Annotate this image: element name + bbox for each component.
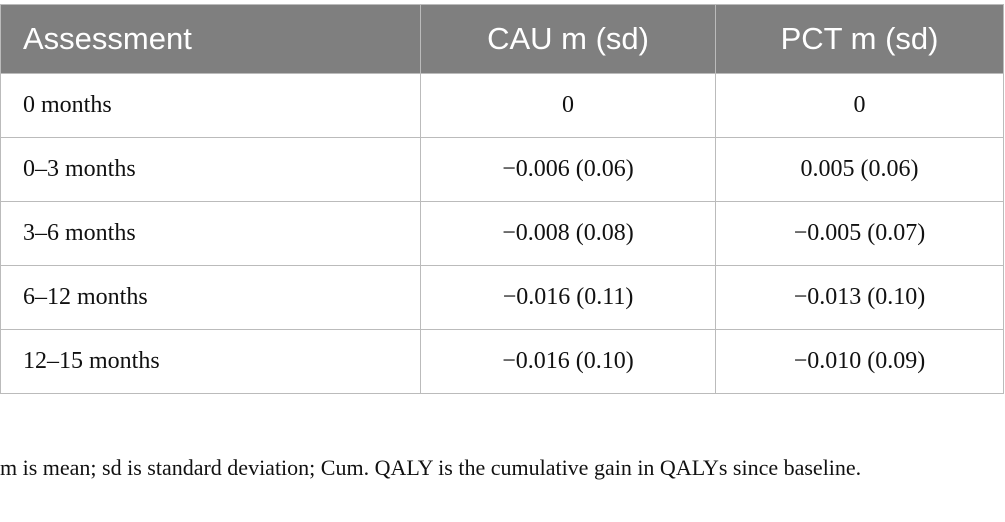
table-cell: 0	[419, 73, 717, 138]
table-row: 6–12 months −0.016 (0.11) −0.013 (0.10)	[0, 265, 1004, 330]
table-cell: −0.006 (0.06)	[419, 137, 717, 202]
table-cell: 12–15 months	[0, 329, 421, 394]
table-cell: 0 months	[0, 73, 421, 138]
table-body: 0 months 0 0 0–3 months −0.006 (0.06) 0.005 (…	[0, 73, 1004, 394]
header-cell: CAU m (sd)	[419, 4, 717, 74]
table-cell: 3–6 months	[0, 201, 421, 266]
table-row: 3–6 months −0.008 (0.08) −0.005 (0.07)	[0, 201, 1004, 266]
header-cell: PCT m (sd)	[715, 4, 1004, 74]
table-cell: 6–12 months	[0, 265, 421, 330]
table-cell: −0.010 (0.09)	[715, 329, 1004, 394]
header-cell: Assessment	[0, 4, 421, 74]
table-cell: −0.008 (0.08)	[419, 201, 717, 266]
header-row: Assessment CAU m (sd) PCT m (sd)	[0, 4, 1004, 74]
table-row: 0–3 months −0.006 (0.06) 0.005 (0.06)	[0, 137, 1004, 202]
table-cell: −0.005 (0.07)	[715, 201, 1004, 266]
table-cell: 0–3 months	[0, 137, 421, 202]
table-cell: 0.005 (0.06)	[715, 137, 1004, 202]
data-table: Assessment CAU m (sd) PCT m (sd) 0 months 0…	[0, 4, 1004, 394]
table-cell: −0.016 (0.10)	[419, 329, 717, 394]
footnote: m is mean; sd is standard deviation; Cum…	[0, 455, 862, 480]
table-cell: 0	[715, 73, 1004, 138]
table-row: 0 months 0 0	[0, 73, 1004, 138]
table-cell: −0.016 (0.11)	[419, 265, 717, 330]
table-row: 12–15 months −0.016 (0.10) −0.010 (0.09)	[0, 329, 1004, 394]
table-cell: −0.013 (0.10)	[715, 265, 1004, 330]
